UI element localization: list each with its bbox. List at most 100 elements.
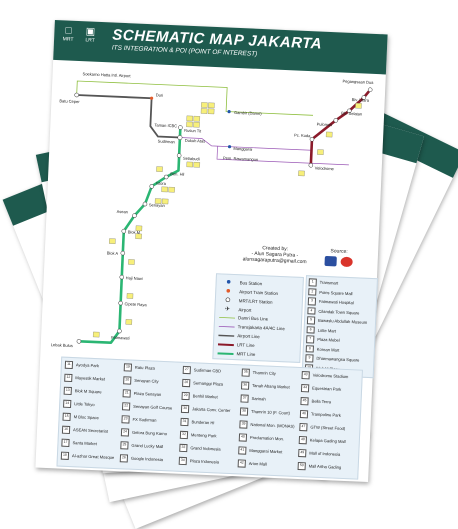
poi-item[interactable]: 16 ASEAN Secretariat	[61, 425, 108, 435]
poi-item[interactable]: 23 FX Sudirman	[121, 415, 157, 424]
station-blok-m[interactable]	[121, 228, 127, 234]
poi-item[interactable]: 26 Google Indonesia	[119, 454, 163, 463]
poi-item[interactable]: 49 Mall of Indonesia	[298, 448, 340, 458]
poi-box[interactable]	[126, 293, 134, 299]
poi-box[interactable]	[161, 186, 168, 193]
poi-box[interactable]	[168, 186, 175, 193]
poi-item[interactable]: 34 Plaza Indonesia	[178, 456, 219, 466]
poi-item[interactable]: 33 Grand Indonesia	[179, 443, 221, 453]
poi-item[interactable]: 9 Dharmawangsa Square	[305, 354, 359, 364]
poi-item[interactable]: 41 Manggarai Market	[238, 446, 282, 455]
poi-box[interactable]	[325, 131, 333, 138]
poi-item[interactable]: 19 Ratu Plaza	[123, 363, 155, 372]
poi-item[interactable]: 46 Trampoline Park	[299, 410, 341, 419]
poi-item[interactable]: 38 Thamrin 10 (F. Court)	[239, 407, 290, 417]
poi-box[interactable]	[186, 115, 194, 122]
poi-box[interactable]	[317, 149, 324, 155]
station-blok-a[interactable]	[120, 250, 126, 256]
poi-box[interactable]	[186, 161, 194, 168]
poi-box[interactable]	[193, 115, 201, 122]
station-cipete-raya[interactable]	[118, 300, 123, 306]
poi-item[interactable]: 47 GTW (Street Food)	[299, 423, 345, 432]
poi-item[interactable]: 6 Lotte Mart	[306, 325, 337, 335]
poi-item[interactable]: 5 Bawaslu Abdullah Museum	[306, 316, 367, 326]
poi-item[interactable]: 2 Poins Square Mall	[308, 287, 353, 297]
poi-item[interactable]: 37 Sarinah	[240, 394, 266, 403]
poi-item[interactable]: 13 Blok M Square	[63, 386, 102, 396]
station-blv-selatan[interactable]	[346, 108, 352, 114]
station-velodrome[interactable]	[308, 163, 314, 168]
poi-item[interactable]: 21 Plaza Senayan	[122, 389, 162, 398]
poi-box[interactable]	[207, 108, 215, 115]
station-gambir[interactable]	[227, 110, 231, 114]
poi-item[interactable]: 43 Velodrome Stadium	[301, 371, 349, 381]
poi-item[interactable]: 7 Plaza Mebel	[306, 335, 340, 344]
station-istora[interactable]	[149, 184, 155, 189]
poi-item[interactable]: 17 Santa Market	[61, 438, 97, 448]
poi-item[interactable]: 35 Thamrin City	[241, 368, 276, 377]
poi-item[interactable]: 22 Senayan Golf Course	[121, 402, 172, 412]
poi-item[interactable]: 42 Arion Mall	[237, 459, 268, 468]
poi-box[interactable]	[109, 238, 116, 244]
poi-box[interactable]	[193, 161, 201, 168]
poi-item[interactable]: 4 Cilandak Town Square	[307, 306, 359, 317]
station-pc-kuda[interactable]	[309, 137, 315, 142]
station-asean[interactable]	[132, 213, 137, 218]
poi-item[interactable]: 30 Jakarta Conv. Center	[180, 404, 231, 415]
poi-item[interactable]: 20 Senayan City	[123, 376, 159, 385]
poi-box[interactable]	[154, 198, 162, 204]
station-duri[interactable]	[150, 96, 154, 100]
poi-item[interactable]: 50 Mall Artha Gading	[297, 461, 342, 471]
station-manggarai[interactable]	[227, 145, 232, 149]
poi-item[interactable]: 31 Bunderan HI	[180, 417, 215, 427]
station-haji-nawi[interactable]	[119, 274, 125, 280]
poi-item[interactable]: 32 Menteng Park	[179, 430, 217, 440]
poi-box[interactable]	[208, 102, 215, 109]
poi-box[interactable]	[186, 121, 193, 128]
poi-item[interactable]: 14 Little Tokyo	[63, 399, 95, 409]
station-fatmawati[interactable]	[117, 328, 122, 334]
poi-item[interactable]: 3 Fatmawati Hospital	[307, 297, 354, 306]
station-pulomas[interactable]	[333, 118, 339, 123]
poi-item[interactable]: 25 Grand Lucky Mall	[120, 441, 163, 450]
poi-item[interactable]: 39 National Mon. (MONAS)	[239, 420, 295, 430]
poi-item[interactable]: 24 Gelora Bung Karno	[120, 428, 167, 438]
station-batu-ceper[interactable]	[74, 92, 79, 98]
poi-box[interactable]	[92, 331, 100, 338]
poi-box[interactable]	[201, 102, 208, 108]
poi-item[interactable]: 45 Bella Terra	[300, 397, 331, 406]
poi-item[interactable]: 15 M Bloc Space	[62, 412, 99, 422]
station-pegangsaan-dua[interactable]	[367, 87, 373, 93]
poi-item[interactable]: 8 Korean Mart	[305, 344, 340, 354]
poi-box[interactable]	[355, 102, 362, 109]
station-dukuh-atas[interactable]	[177, 135, 183, 140]
station-lebak-bulus[interactable]	[76, 339, 82, 344]
poi-item[interactable]: 27 Sudirman CBD	[182, 365, 222, 375]
poi-number-boxes	[92, 102, 362, 338]
station-setiabudi[interactable]	[176, 153, 182, 158]
poi-box[interactable]	[161, 198, 169, 205]
poi-box[interactable]	[298, 170, 305, 177]
station-ben-hil[interactable]	[163, 174, 169, 180]
poi-box[interactable]	[156, 166, 163, 172]
poi-box[interactable]	[200, 108, 208, 114]
poi-box[interactable]	[128, 259, 135, 265]
poi-item[interactable]: 44 Equestrian Park	[300, 384, 341, 393]
poi-item[interactable]: 40 Proclamation Mon.	[238, 433, 284, 442]
poi-item[interactable]: 12 Mayestik Market	[64, 373, 105, 383]
poi-item[interactable]: 1 Transmart	[308, 278, 339, 287]
poi-item[interactable]: 48 Kelapa Gading Mall	[298, 435, 346, 446]
station-rusun[interactable]	[178, 125, 183, 130]
poi-box[interactable]	[125, 319, 133, 325]
station-senayan[interactable]	[142, 201, 148, 207]
poi-item[interactable]: 18 Al-azhar Great Mosque	[60, 451, 115, 462]
poi-item[interactable]: 29 Benhil Market	[181, 391, 218, 401]
poi-item[interactable]: 36 Tanah Abang Market	[241, 381, 290, 391]
poi-box[interactable]	[193, 121, 200, 128]
poi-item[interactable]: 11 Ayodya Park	[64, 360, 99, 370]
station-blv-utara[interactable]	[361, 95, 367, 100]
poi-box[interactable]	[135, 225, 143, 232]
transjakarta-line-icon	[218, 324, 235, 329]
poi-box[interactable]	[135, 233, 142, 240]
poi-item[interactable]: 28 Semanggi Plaza	[182, 378, 223, 388]
